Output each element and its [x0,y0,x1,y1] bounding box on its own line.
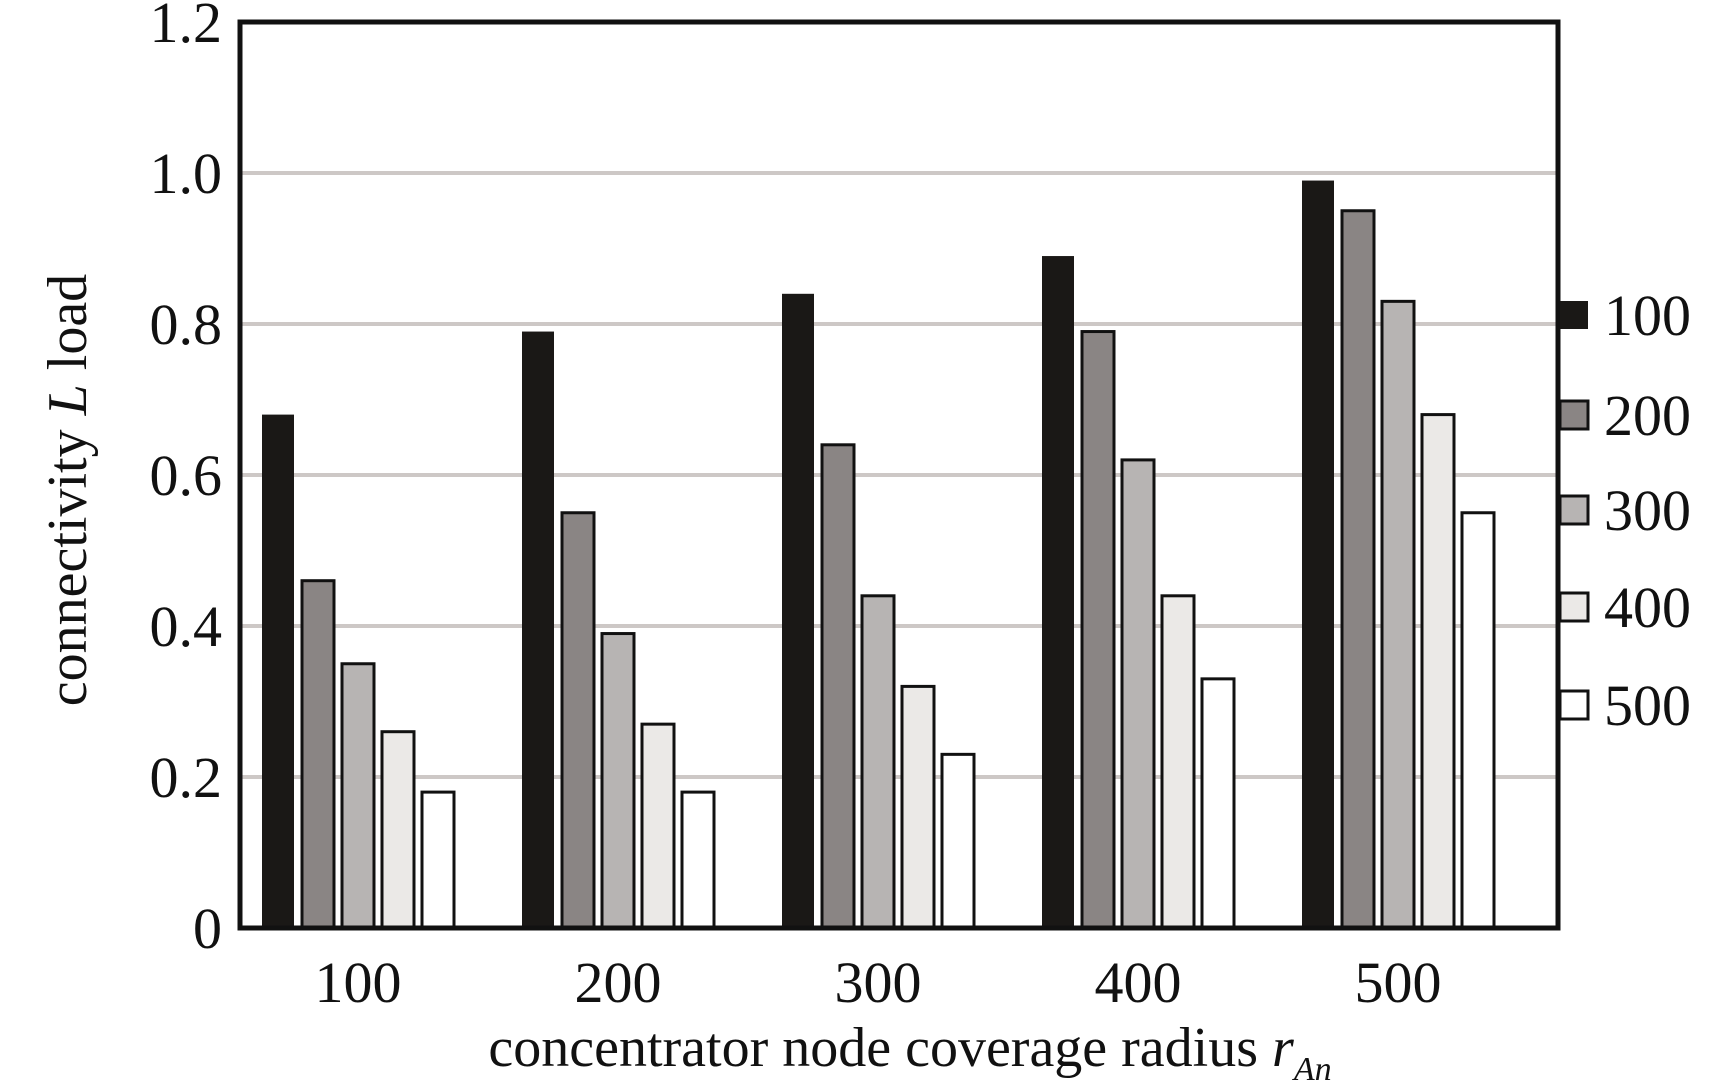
bar-100-series-500 [420,790,456,930]
bar-300-series-100 [782,293,814,928]
bar-200-series-100 [522,331,554,928]
y-tick-label: 0.2 [150,745,223,810]
bar-500-series-100 [1302,180,1334,929]
bars [262,180,1496,930]
bar-100-series-100 [262,414,294,929]
bar-500-series-400 [1420,413,1456,930]
bar-500-series-300 [1380,299,1416,930]
legend-swatch-500 [1558,689,1590,721]
x-tick-label: 500 [1355,950,1442,1015]
legend-label-100: 100 [1604,283,1691,348]
bar-400-series-400 [1160,594,1196,930]
y-tick-label: 0.8 [150,292,223,357]
y-tick-label: 0 [193,896,222,961]
bar-100-series-300 [340,662,376,930]
bar-300-series-300 [860,594,896,930]
bar-300-series-200 [820,443,856,930]
y-tick-label: 1.2 [150,0,223,55]
x-tick-label: 100 [315,950,402,1015]
legend: 100 200 300 400 500 [1558,283,1691,738]
x-tick-labels: 100 200 300 400 500 [315,950,1442,1015]
y-axis-title: connectivity L load [37,274,99,706]
x-tick-label: 200 [575,950,662,1015]
legend-swatch-300 [1558,494,1590,526]
bar-500-series-200 [1340,209,1376,930]
y-tick-labels: 0 0.2 0.4 0.6 0.8 1.0 1.2 [150,0,223,961]
legend-swatch-100 [1560,301,1588,329]
bar-400-series-100 [1042,256,1074,928]
bar-400-series-200 [1080,330,1116,930]
bar-400-series-500 [1200,677,1236,930]
legend-label-200: 200 [1604,383,1691,448]
bar-100-series-400 [380,730,416,930]
bar-300-series-500 [940,752,976,930]
plot-frame [237,19,1561,931]
bar-100-series-200 [300,579,336,930]
bar-200-series-300 [600,632,636,930]
legend-label-300: 300 [1604,478,1691,543]
x-tick-label: 400 [1095,950,1182,1015]
y-tick-label: 0.4 [150,594,223,659]
legend-swatch-200 [1558,399,1590,431]
legend-swatch-400 [1558,591,1590,623]
x-tick-label: 300 [835,950,922,1015]
bar-200-series-500 [680,790,716,930]
y-tick-label: 0.6 [150,443,223,508]
x-axis-title: concentrator node coverage radius rAn [488,1017,1331,1087]
legend-label-400: 400 [1604,575,1691,640]
bar-400-series-300 [1120,458,1156,930]
y-tick-label: 1.0 [150,141,223,206]
legend-label-500: 500 [1604,673,1691,738]
bar-200-series-200 [560,511,596,930]
bar-300-series-400 [900,684,936,930]
bar-500-series-500 [1460,511,1496,930]
bar-200-series-400 [640,722,676,930]
